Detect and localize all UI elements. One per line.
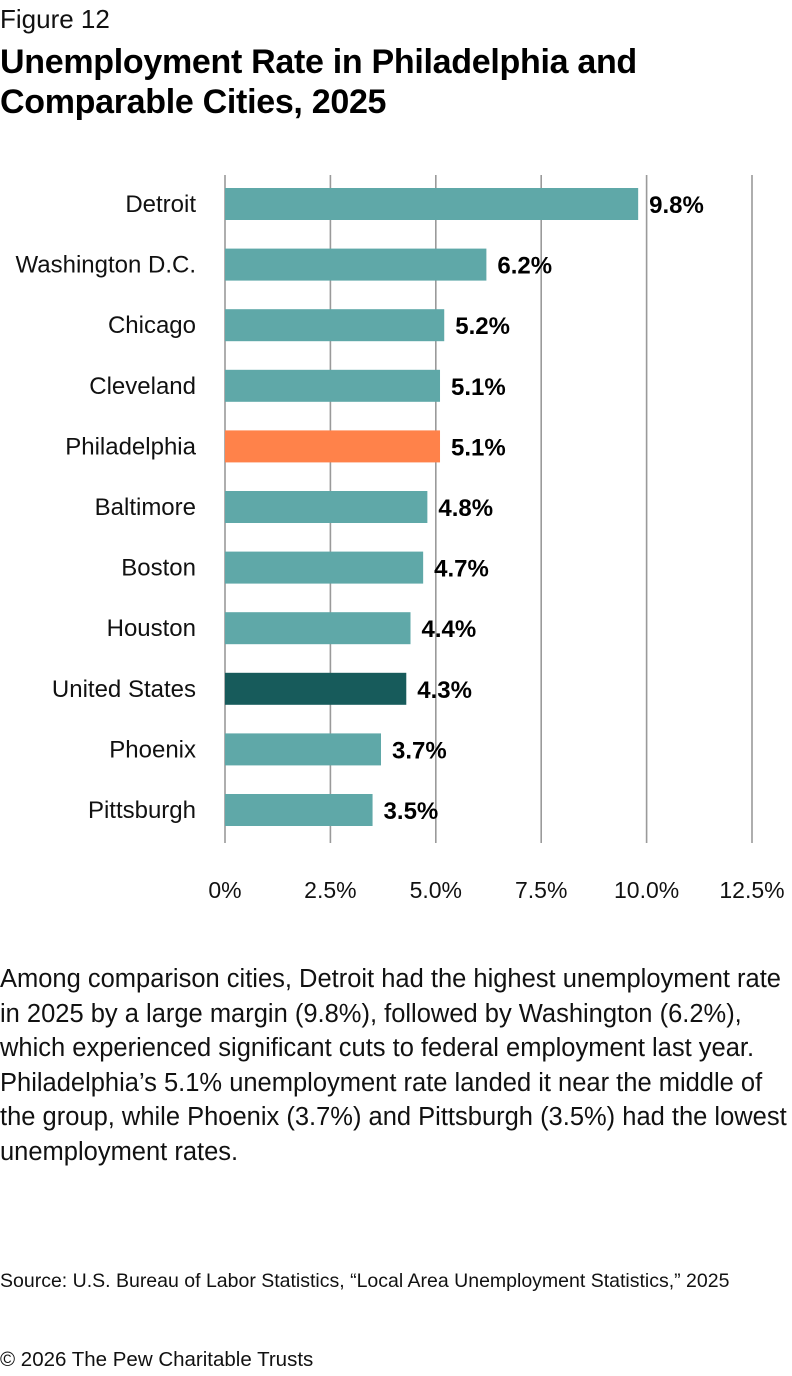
category-label-boston: Boston: [121, 555, 196, 582]
bar-boston: [225, 552, 423, 584]
category-label-baltimore: Baltimore: [95, 494, 196, 521]
figure-label: Figure 12: [0, 4, 110, 35]
value-label-chicago: 5.2%: [455, 313, 510, 340]
bar-washington-d-c: [225, 249, 486, 281]
bar-pittsburgh: [225, 794, 373, 826]
value-label-houston: 4.4%: [422, 616, 477, 643]
bar-chicago: [225, 309, 444, 341]
x-tick-label-10-0: 10.0%: [614, 877, 679, 903]
value-label-boston: 4.7%: [434, 556, 489, 583]
category-label-washington-d-c: Washington D.C.: [15, 252, 196, 279]
value-label-phoenix: 3.7%: [392, 737, 447, 764]
category-label-chicago: Chicago: [108, 312, 196, 339]
x-tick-label-2-5: 2.5%: [304, 877, 356, 903]
value-label-pittsburgh: 3.5%: [384, 798, 439, 825]
x-tick-label-0: 0%: [208, 877, 241, 903]
x-tick-label-5-0: 5.0%: [410, 877, 462, 903]
value-label-cleveland: 5.1%: [451, 374, 506, 401]
bar-united-states: [225, 673, 406, 705]
category-label-pittsburgh: Pittsburgh: [88, 797, 196, 824]
x-axis-tick-labels: 0% 2.5% 5.0% 7.5% 10.0% 12.5%: [208, 877, 784, 903]
category-label-philadelphia: Philadelphia: [65, 433, 196, 460]
value-label-baltimore: 4.8%: [438, 495, 493, 522]
bar-phoenix: [225, 733, 381, 765]
bars: [225, 188, 638, 826]
copyright-notice: © 2026 The Pew Charitable Trusts: [0, 1348, 313, 1372]
value-label-united-states: 4.3%: [417, 677, 472, 704]
chart-title: Unemployment Rate in Philadelphia and Co…: [0, 42, 780, 122]
chart-description: Among comparison cities, Detroit had the…: [0, 962, 790, 1169]
x-tick-label-7-5: 7.5%: [515, 877, 567, 903]
bar-baltimore: [225, 491, 427, 523]
value-label-detroit: 9.8%: [649, 192, 704, 219]
value-label-washington-d-c: 6.2%: [497, 253, 552, 280]
category-label-united-states: United States: [52, 676, 196, 703]
x-tick-label-12-5: 12.5%: [719, 877, 784, 903]
bar-philadelphia: [225, 430, 440, 462]
category-label-cleveland: Cleveland: [89, 373, 196, 400]
bar-chart: Detroit Washington D.C. Chicago Cleveland Ph…: [0, 160, 792, 920]
bar-cleveland: [225, 370, 440, 402]
source-note: Source: U.S. Bureau of Labor Statistics,…: [0, 1268, 760, 1295]
category-labels: Detroit Washington D.C. Chicago Cleveland Ph…: [15, 191, 196, 824]
value-labels: 9.8% 6.2% 5.2% 5.1% 5.1% 4.8% 4.7% 4.4% 4.3% 3.7%…: [384, 192, 704, 825]
bar-detroit: [225, 188, 638, 220]
category-label-detroit: Detroit: [125, 191, 196, 218]
value-label-philadelphia: 5.1%: [451, 434, 506, 461]
bar-houston: [225, 612, 411, 644]
category-label-phoenix: Phoenix: [109, 736, 196, 763]
category-label-houston: Houston: [107, 615, 196, 642]
